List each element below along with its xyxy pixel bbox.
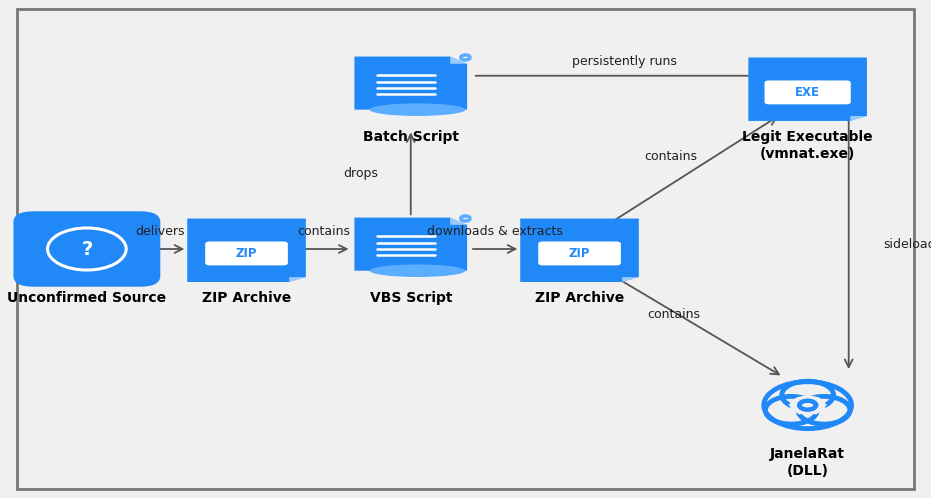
Text: downloads & extracts: downloads & extracts [427,226,563,239]
Polygon shape [290,277,305,282]
Polygon shape [355,218,467,271]
Text: drops: drops [344,167,378,180]
Text: JanelaRat
(DLL): JanelaRat (DLL) [770,447,845,478]
FancyBboxPatch shape [538,242,621,265]
Text: Legit Executable
(vmnat.exe): Legit Executable (vmnat.exe) [742,129,873,161]
FancyBboxPatch shape [13,211,160,287]
FancyBboxPatch shape [205,242,288,265]
Polygon shape [451,218,467,225]
Text: contains: contains [298,226,351,239]
Text: ZIP: ZIP [569,247,590,260]
Text: ZIP Archive: ZIP Archive [535,291,624,305]
Text: Batch Script: Batch Script [363,129,459,144]
Text: sideloads: sideloads [884,238,931,250]
Polygon shape [749,57,867,121]
Text: ZIP: ZIP [236,247,257,260]
Polygon shape [520,219,639,282]
Text: ?: ? [81,240,92,258]
Ellipse shape [370,264,466,277]
Polygon shape [451,57,467,64]
Text: contains: contains [644,150,697,163]
Polygon shape [355,57,467,110]
Text: persistently runs: persistently runs [572,55,677,68]
Circle shape [789,395,826,415]
Polygon shape [187,219,305,282]
Text: contains: contains [647,308,700,321]
Text: EXE: EXE [795,86,820,99]
Text: VBS Script: VBS Script [370,291,452,305]
Ellipse shape [370,104,466,116]
Text: ZIP Archive: ZIP Archive [202,291,291,305]
Text: delivers: delivers [135,226,184,239]
Polygon shape [797,396,818,405]
FancyBboxPatch shape [764,81,851,105]
Polygon shape [622,277,639,282]
Polygon shape [850,116,867,121]
Text: Unconfirmed Source: Unconfirmed Source [7,291,167,305]
Polygon shape [789,400,813,414]
Polygon shape [803,400,827,414]
